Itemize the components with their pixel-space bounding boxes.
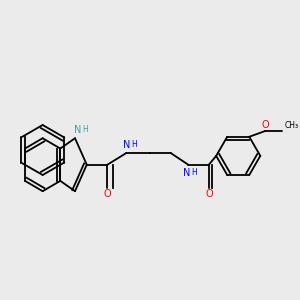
Text: N: N	[123, 140, 130, 150]
Text: H: H	[131, 140, 137, 149]
Text: N: N	[183, 168, 190, 178]
Text: O: O	[205, 189, 213, 199]
Text: O: O	[262, 120, 269, 130]
Text: CH₃: CH₃	[285, 121, 299, 130]
Text: H: H	[82, 125, 88, 134]
Text: H: H	[191, 168, 197, 177]
Text: N: N	[74, 125, 82, 135]
Text: O: O	[103, 189, 111, 199]
